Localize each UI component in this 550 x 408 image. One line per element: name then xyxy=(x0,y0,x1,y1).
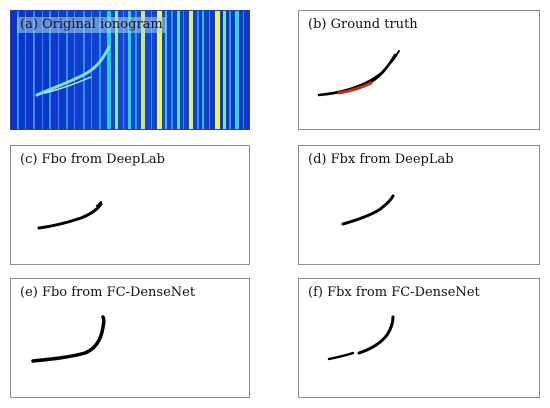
ionogram-trace xyxy=(35,45,111,97)
panel-ground-truth: (b) Ground truth xyxy=(298,10,540,130)
panel-f-label: (f) Fbx from FC-DenseNet xyxy=(308,285,480,300)
panel-c-label: (c) Fbo from DeepLab xyxy=(20,152,166,167)
panel-d-label: (d) Fbx from DeepLab xyxy=(308,152,454,167)
fbo-fcdensenet-trace xyxy=(31,315,106,363)
fbo-deeplab-trace xyxy=(37,201,103,230)
panel-fbo-deeplab: (c) Fbo from DeepLab xyxy=(10,145,250,265)
ground-truth-traces xyxy=(317,50,400,97)
panel-fbo-fcdensenet: (e) Fbo from FC-DenseNet xyxy=(10,278,250,398)
panel-original-ionogram: (a) Original ionogram xyxy=(10,10,250,130)
panel-b-label: (b) Ground truth xyxy=(308,17,418,32)
fbx-deeplab-trace xyxy=(341,194,395,226)
panel-e-label: (e) Fbo from FC-DenseNet xyxy=(20,285,196,300)
panel-fbx-fcdensenet: (f) Fbx from FC-DenseNet xyxy=(298,278,540,398)
panel-a-label: (a) Original ionogram xyxy=(17,17,166,33)
panel-fbx-deeplab: (d) Fbx from DeepLab xyxy=(298,145,540,265)
ground-truth-overlay xyxy=(337,81,373,95)
ionogram-bright-stripes xyxy=(107,11,239,129)
fbx-fcdensenet-trace xyxy=(327,315,395,361)
